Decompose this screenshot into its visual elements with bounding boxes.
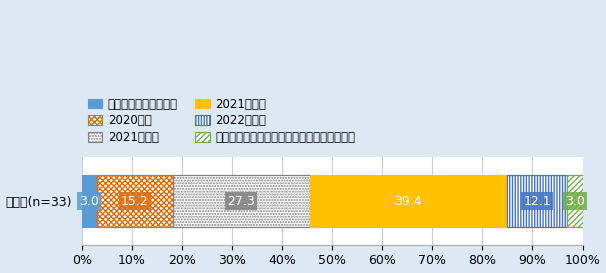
Bar	[173, 175, 310, 227]
Bar	[82, 175, 97, 227]
Bar	[310, 175, 507, 227]
Bar	[97, 175, 173, 227]
Text: 3.0: 3.0	[79, 195, 99, 207]
Legend: すでに正常化している, 2020年内, 2021年前半, 2021年後半, 2022年以降, ビジネス活動が正常化する見通しは立たない: すでに正常化している, 2020年内, 2021年前半, 2021年後半, 20…	[88, 98, 356, 144]
Bar	[567, 175, 582, 227]
Bar	[567, 175, 582, 227]
Text: 3.0: 3.0	[565, 195, 585, 207]
Bar	[97, 175, 173, 227]
Bar	[173, 175, 310, 227]
Text: 27.3: 27.3	[227, 195, 255, 207]
Text: 12.1: 12.1	[524, 195, 551, 207]
Text: 15.2: 15.2	[121, 195, 148, 207]
Text: 39.4: 39.4	[395, 195, 422, 207]
Bar	[507, 175, 567, 227]
Bar	[507, 175, 567, 227]
